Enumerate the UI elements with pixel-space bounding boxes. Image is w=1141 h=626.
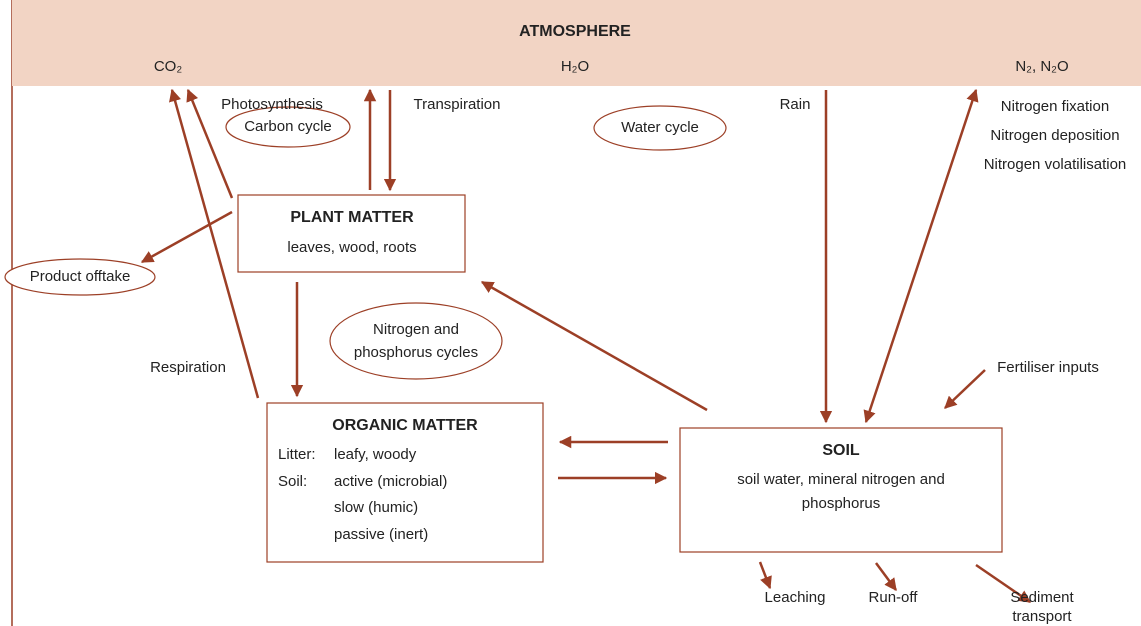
arrows <box>140 88 1032 604</box>
arrow <box>140 210 233 264</box>
node-text: slow (humic) <box>334 499 418 516</box>
atmosphere-title: ATMOSPHERE <box>519 23 631 40</box>
arrow <box>874 562 898 592</box>
flow-label: Nitrogen deposition <box>990 127 1119 144</box>
flow-label: Transpiration <box>414 96 501 113</box>
cycle-ellipse <box>329 302 503 380</box>
flow-label: transport <box>1012 608 1072 625</box>
flow-label: Respiration <box>150 359 226 376</box>
atmosphere-band <box>12 0 1141 86</box>
cycle-ellipse <box>225 106 351 148</box>
plant-box <box>237 194 466 273</box>
cycle-ellipse <box>4 258 156 296</box>
gas-label: H₂O <box>561 58 589 75</box>
flow-label: Photosynthesis <box>221 96 323 113</box>
cycle-ellipse <box>593 105 727 151</box>
node-title: ORGANIC MATTER <box>332 417 478 434</box>
flow-label: Fertiliser inputs <box>997 359 1099 376</box>
node-text: leafy, woody <box>334 446 417 463</box>
node-title: SOIL <box>822 442 860 459</box>
arrow <box>975 563 1032 604</box>
flow-label: Leaching <box>765 589 826 606</box>
flow-label: Sediment <box>1010 589 1074 606</box>
cycle-label: Carbon cycle <box>244 118 332 135</box>
arrow <box>863 88 979 424</box>
node-text: Soil: <box>278 473 307 490</box>
node-text: leaves, wood, roots <box>287 239 416 256</box>
arrow <box>186 88 234 199</box>
organic-box <box>266 402 544 563</box>
node-text: passive (inert) <box>334 526 428 543</box>
cycle-label: Product offtake <box>30 268 131 285</box>
gas-label: CO₂ <box>154 58 183 75</box>
node-text: Litter: <box>278 446 316 463</box>
arrow <box>480 280 708 412</box>
node-text: soil water, mineral nitrogen and <box>737 471 945 488</box>
cycle-label: phosphorus cycles <box>354 344 478 361</box>
gas-label: N₂, N₂O <box>1015 58 1068 75</box>
flow-label: Nitrogen fixation <box>1001 98 1109 115</box>
soil-box <box>679 427 1003 553</box>
arrow <box>944 369 986 409</box>
cycle-label: Nitrogen and <box>373 321 459 338</box>
node-title: PLANT MATTER <box>290 209 414 226</box>
flow-label: Rain <box>780 96 811 113</box>
node-text: phosphorus <box>802 495 880 512</box>
arrow <box>169 88 260 399</box>
flow-label: Run-off <box>869 589 919 606</box>
node-text: active (microbial) <box>334 473 447 490</box>
arrow <box>758 561 772 590</box>
flow-label: Nitrogen volatilisation <box>984 156 1127 173</box>
cycle-label: Water cycle <box>621 119 699 136</box>
